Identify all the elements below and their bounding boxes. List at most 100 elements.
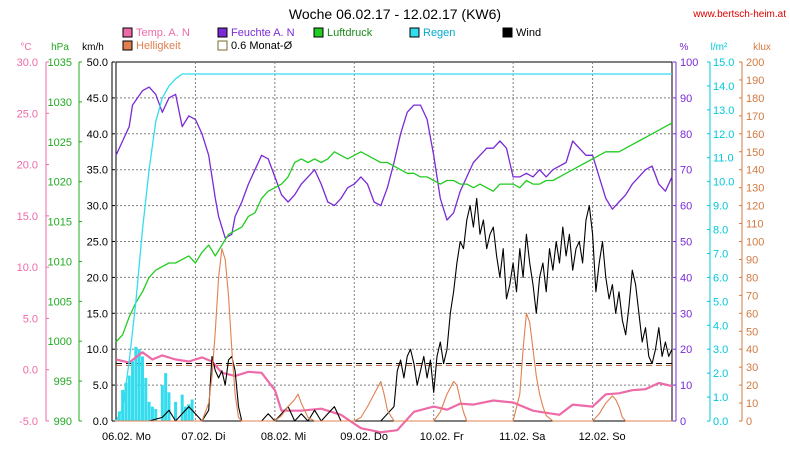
- rain-bar: [150, 406, 154, 421]
- tick-labels: 30.025.020.015.010.05.00.0-5.01035103010…: [17, 57, 765, 428]
- legend-swatch: [313, 27, 324, 38]
- rain-bar: [131, 361, 135, 421]
- rain-tick-label: 1.0: [713, 392, 728, 404]
- rain-tick-label: 7.0: [713, 248, 728, 260]
- lux-tick-label: 80: [746, 272, 758, 284]
- hum-tick-label: 50: [680, 237, 692, 249]
- lux-tick-label: 70: [746, 290, 758, 302]
- wind-tick-label: 10.0: [87, 344, 108, 356]
- x-tick-label: 11.02. Sa: [499, 431, 546, 443]
- rain-tick-label: 4.0: [713, 320, 728, 332]
- wind-tick-label: 40.0: [87, 129, 108, 141]
- press-tick-label: 1005: [48, 296, 72, 308]
- x-tick-label: 09.02. Do: [340, 431, 388, 443]
- hum-tick-label: 80: [680, 129, 692, 141]
- hum-tick-label: 10: [680, 380, 692, 392]
- lux-tick-label: 170: [746, 111, 764, 123]
- temp-tick-label: 15.0: [17, 211, 38, 223]
- legend-label: 0.6 Monat-Ø: [231, 40, 293, 52]
- hum-unit-label: %: [680, 42, 689, 53]
- temp-tick-label: 0.0: [23, 365, 38, 377]
- legend-swatch: [217, 27, 228, 38]
- rain-tick-label: 2.0: [713, 368, 728, 380]
- lux-tick-label: 120: [746, 201, 764, 213]
- lux-tick-label: 50: [746, 326, 758, 338]
- rain-bar: [127, 375, 131, 421]
- rain-bar: [180, 394, 184, 421]
- press-tick-label: 1010: [48, 256, 72, 268]
- hum-tick-label: 20: [680, 344, 692, 356]
- lux-tick-label: 90: [746, 254, 758, 266]
- series-luftdruck: [115, 122, 673, 343]
- chart-title: Woche 06.02.17 - 12.02.17 (KW6): [289, 6, 501, 22]
- legend: Temp. A. N Feuchte A. N Luftdruck Regen Wind…: [122, 27, 541, 52]
- press-tick-label: 1035: [48, 57, 72, 69]
- series-regen: [115, 73, 672, 422]
- lux-tick-label: 20: [746, 380, 758, 392]
- legend-label: Luftdruck: [327, 27, 373, 39]
- rain-tick-label: 9.0: [713, 201, 728, 213]
- temp-tick-label: 25.0: [17, 108, 38, 120]
- hum-tick-label: 70: [680, 165, 692, 177]
- hum-tick-label: 60: [680, 201, 692, 213]
- series-temp-a-n: [115, 351, 673, 434]
- rain-tick-label: 15.0: [713, 57, 734, 69]
- rain-tick-label: 0.0: [713, 416, 728, 428]
- website-label: www.bertsch-heim.at: [692, 9, 786, 20]
- wind-tick-label: 20.0: [87, 272, 108, 284]
- wind-tick-label: 50.0: [87, 57, 108, 69]
- press-tick-label: 1000: [48, 336, 72, 348]
- legend-label: Regen: [423, 27, 455, 39]
- rain-bar: [140, 356, 144, 421]
- wind-tick-label: 45.0: [87, 93, 108, 105]
- wind-unit-label: km/h: [82, 42, 104, 53]
- rain-tick-label: 11.0: [713, 153, 734, 165]
- rain-unit-label: l/m²: [711, 42, 728, 53]
- temp-tick-label: 30.0: [17, 57, 38, 69]
- legend-label: Feuchte A. N: [231, 27, 295, 39]
- rain-tick-label: 8.0: [713, 225, 728, 237]
- press-tick-label: 1030: [48, 97, 72, 109]
- hum-tick-label: 100: [680, 57, 698, 69]
- legend-swatch: [122, 27, 133, 38]
- lux-tick-label: 140: [746, 165, 764, 177]
- press-tick-label: 990: [54, 416, 72, 428]
- legend-swatch: [122, 40, 133, 51]
- hum-tick-label: 90: [680, 93, 692, 105]
- lux-tick-label: 190: [746, 75, 764, 87]
- legend-swatch: [502, 27, 513, 38]
- x-tick-label: 12.02. So: [579, 431, 626, 443]
- rain-tick-label: 6.0: [713, 272, 728, 284]
- rain-bar: [187, 404, 191, 421]
- rain-tick-label: 12.0: [713, 129, 734, 141]
- lux-unit-label: klux: [753, 42, 771, 53]
- lux-tick-label: 10: [746, 398, 758, 410]
- series-helligkeit: [116, 248, 672, 422]
- lux-tick-label: 130: [746, 183, 764, 195]
- lux-tick-label: 110: [746, 219, 764, 231]
- hum-tick-label: 30: [680, 308, 692, 320]
- press-tick-label: 1020: [48, 177, 72, 189]
- legend-label: Helligkeit: [136, 40, 181, 52]
- lux-tick-label: 200: [746, 57, 764, 69]
- wind-tick-label: 30.0: [87, 201, 108, 213]
- x-tick-label: 08.02. Mi: [261, 431, 306, 443]
- temp-tick-label: 5.0: [23, 313, 38, 325]
- x-tick-label: 10.02. Fr: [420, 431, 464, 443]
- rain-bar: [164, 373, 168, 421]
- press-tick-label: 995: [54, 376, 72, 388]
- legend-swatch: [409, 27, 420, 38]
- x-tick-labels: 06.02. Mo 07.02. Di 08.02. Mi 09.02. Do 10.0…: [102, 431, 626, 443]
- wind-tick-label: 35.0: [87, 165, 108, 177]
- wind-tick-label: 5.0: [93, 380, 108, 392]
- rain-bar: [167, 392, 171, 421]
- press-unit-label: hPa: [51, 42, 69, 53]
- legend-label: Temp. A. N: [136, 27, 190, 39]
- rain-tick-label: 13.0: [713, 105, 734, 117]
- wind-tick-label: 15.0: [87, 308, 108, 320]
- rain-bar: [160, 385, 164, 421]
- x-tick-label: 07.02. Di: [181, 431, 225, 443]
- temp-tick-label: 10.0: [17, 262, 38, 274]
- lux-tick-label: 60: [746, 308, 758, 320]
